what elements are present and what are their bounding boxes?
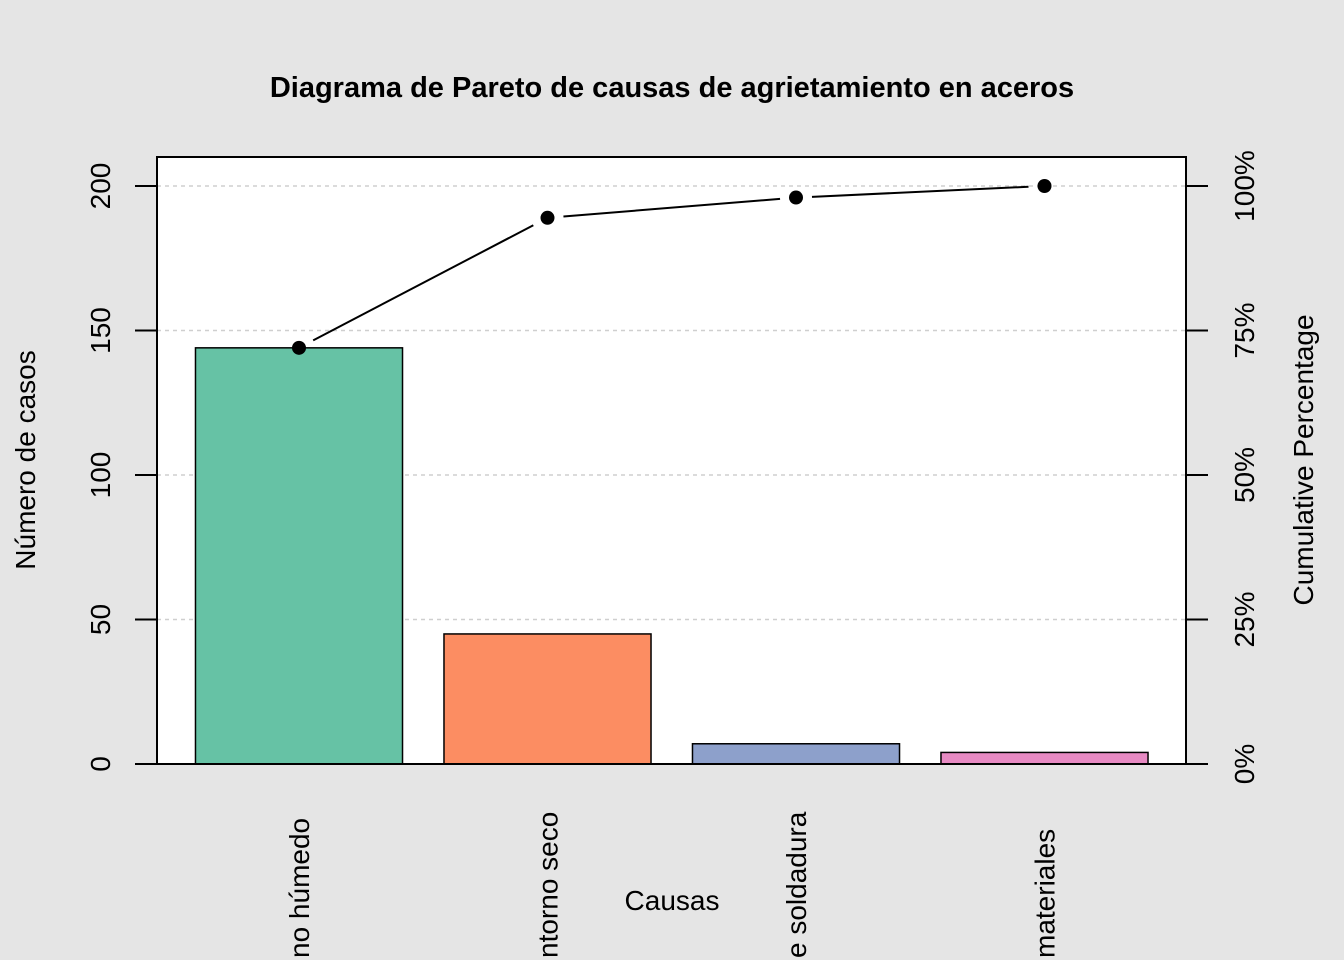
y2-tick-label: 25% (1229, 591, 1260, 647)
cumulative-point-4 (1037, 179, 1052, 193)
cumulative-segment-1 (312, 224, 534, 342)
y2-tick-label: 50% (1229, 447, 1260, 503)
cumulative-line (292, 179, 1052, 355)
axes: 0 50 100 150 200 0% 25% 50% 75% 100% no húmedo ntor… (85, 150, 1260, 958)
bar-3 (691, 743, 901, 765)
x-axis-label: Causas (625, 885, 720, 916)
y-tick-label: 100 (85, 452, 116, 499)
cumulative-segment-2 (563, 197, 781, 218)
y2-tick-label: 100% (1229, 150, 1260, 222)
y2-tick-label: 75% (1229, 302, 1260, 358)
y-tick-label: 200 (85, 163, 116, 210)
bar-4 (940, 751, 1149, 765)
x-tick-label-4: materiales (1030, 829, 1061, 958)
y-tick-label: 150 (85, 307, 116, 354)
cumulative-point-1 (292, 340, 306, 355)
y-tick-label: 0 (85, 756, 116, 772)
x-tick-label-3: e soldadura (781, 811, 812, 958)
cumulative-point-3 (789, 190, 803, 205)
y-tick-label: 50 (85, 604, 116, 635)
y2-axis-label: Cumulative Percentage (1288, 314, 1319, 605)
bar-2 (443, 633, 652, 765)
y2-tick-label: 0% (1229, 744, 1260, 784)
cumulative-point-2 (540, 210, 555, 225)
bar-1 (194, 347, 404, 765)
chart-title: Diagrama de Pareto de causas de agrietam… (270, 72, 1074, 104)
y-axis-label: Número de casos (10, 350, 41, 569)
x-tick-label-1: no húmedo (284, 818, 315, 958)
x-tick-label-2: ntorno seco (533, 812, 564, 958)
plot-frame (156, 156, 1187, 765)
cumulative-segment-3 (811, 185, 1029, 198)
